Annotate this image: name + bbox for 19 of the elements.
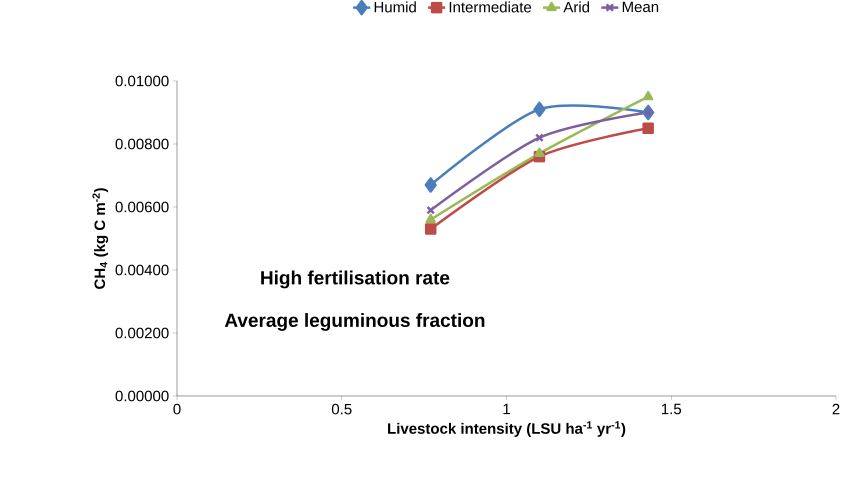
y-tick-label: 0.00000	[116, 390, 169, 402]
legend-label: Arid	[563, 1, 590, 12]
annotation: High fertilisation rate	[261, 270, 450, 288]
y-tick-label: 0.00800	[116, 138, 169, 150]
y-tick-label: 0.01000	[116, 76, 169, 86]
x-tick-label: 1	[503, 404, 510, 414]
y-tick-label: 0.00600	[116, 202, 169, 212]
legend-label: Mean	[622, 2, 658, 12]
y-tick-label: 0.00200	[116, 328, 169, 338]
x-tick-label: 1.5	[662, 404, 682, 414]
y-tick-label: 0.00400	[116, 264, 169, 276]
x-tick-label: 0	[173, 404, 181, 414]
x-tick-label: 0.5	[332, 404, 352, 414]
annotation: Average leguminous fraction	[224, 313, 484, 331]
y-axis-title: CH$_{4}$ (kg C m$^{-2}$)	[92, 188, 108, 289]
x-axis-title: Livestock intensity (LSU ha$^{-1}$ yr$^{-1}$)	[388, 421, 626, 437]
legend-label: Intermediate	[450, 1, 532, 12]
x-tick-label: 2	[832, 404, 840, 414]
legend-label: Humid	[374, 1, 416, 12]
